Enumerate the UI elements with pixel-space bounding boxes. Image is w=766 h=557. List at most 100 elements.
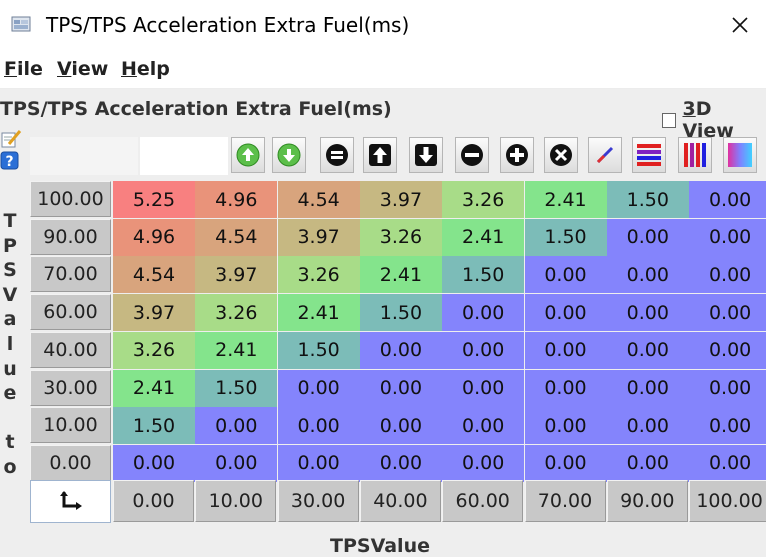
set-equal-button[interactable] bbox=[320, 137, 354, 173]
table-cell[interactable]: 0.00 bbox=[113, 444, 195, 482]
table-cell[interactable]: 1.50 bbox=[359, 294, 442, 332]
table-cell[interactable]: 0.00 bbox=[442, 369, 525, 407]
table-cell[interactable]: 0.00 bbox=[689, 218, 766, 256]
3d-view-checkbox[interactable]: 3D View bbox=[662, 98, 766, 142]
table-cell[interactable]: 0.00 bbox=[606, 256, 689, 294]
add-button[interactable] bbox=[500, 137, 534, 173]
table-cell[interactable]: 3.97 bbox=[277, 218, 360, 256]
table-cell[interactable]: 4.54 bbox=[195, 218, 278, 256]
table-cell[interactable]: 0.00 bbox=[606, 331, 689, 369]
table-cell[interactable]: 0.00 bbox=[442, 444, 525, 482]
minus-icon bbox=[461, 144, 483, 166]
column-header: 0.00 bbox=[113, 480, 194, 522]
table-cell[interactable]: 0.00 bbox=[442, 407, 525, 445]
table-cell[interactable]: 0.00 bbox=[195, 407, 278, 445]
close-icon bbox=[732, 17, 748, 33]
table-cell[interactable]: 0.00 bbox=[606, 218, 689, 256]
help-icon[interactable]: ? bbox=[0, 151, 20, 171]
row-header: 40.00 bbox=[30, 331, 111, 368]
table-cell[interactable]: 3.26 bbox=[277, 256, 360, 294]
table-cell[interactable]: 0.00 bbox=[524, 331, 607, 369]
table-cell[interactable]: 0.00 bbox=[277, 407, 360, 445]
decrease-button[interactable] bbox=[272, 137, 306, 173]
table-cell[interactable]: 0.00 bbox=[359, 407, 442, 445]
swap-axes-button[interactable] bbox=[30, 480, 111, 523]
table-cell[interactable]: 0.00 bbox=[359, 369, 442, 407]
table-cell[interactable]: 3.97 bbox=[195, 256, 278, 294]
table-cell[interactable]: 3.26 bbox=[195, 294, 278, 332]
table-cell[interactable]: 3.26 bbox=[442, 181, 525, 218]
table-cell[interactable]: 0.00 bbox=[524, 256, 607, 294]
gradient-button[interactable] bbox=[723, 137, 757, 173]
table-cell[interactable]: 0.00 bbox=[606, 444, 689, 482]
equals-icon bbox=[326, 144, 348, 166]
row-color-button[interactable] bbox=[632, 137, 666, 173]
svg-text:?: ? bbox=[5, 154, 13, 170]
subtract-button[interactable] bbox=[455, 137, 489, 173]
table-cell[interactable]: 0.00 bbox=[524, 294, 607, 332]
menu-file[interactable]: File bbox=[4, 58, 43, 80]
table-cell[interactable]: 0.00 bbox=[524, 369, 607, 407]
table-cell[interactable]: 1.50 bbox=[442, 256, 525, 294]
table-cell[interactable]: 0.00 bbox=[689, 444, 766, 482]
table-cell[interactable]: 1.50 bbox=[195, 369, 278, 407]
table-cell[interactable]: 2.41 bbox=[195, 331, 278, 369]
table-cell[interactable]: 2.41 bbox=[442, 218, 525, 256]
table-cell[interactable]: 0.00 bbox=[606, 369, 689, 407]
table-cell[interactable]: 5.25 bbox=[113, 181, 195, 218]
column-color-icon bbox=[684, 143, 706, 167]
table-cell[interactable]: 0.00 bbox=[195, 444, 278, 482]
app-icon bbox=[10, 14, 32, 34]
table-cell[interactable]: 1.50 bbox=[606, 181, 689, 218]
table-cell[interactable]: 0.00 bbox=[277, 369, 360, 407]
table-cell[interactable]: 0.00 bbox=[606, 407, 689, 445]
table-cell[interactable]: 0.00 bbox=[359, 331, 442, 369]
increase-button[interactable] bbox=[231, 137, 265, 173]
edit-notes-icon[interactable] bbox=[0, 129, 22, 149]
table-cell[interactable]: 0.00 bbox=[524, 444, 607, 482]
table-cell[interactable]: 0.00 bbox=[689, 369, 766, 407]
table-cell[interactable]: 0.00 bbox=[524, 407, 607, 445]
table-cell[interactable]: 0.00 bbox=[359, 444, 442, 482]
table-cell[interactable]: 0.00 bbox=[442, 331, 525, 369]
table-cell[interactable]: 0.00 bbox=[606, 294, 689, 332]
table-cell[interactable]: 1.50 bbox=[524, 218, 607, 256]
table-cell[interactable]: 2.41 bbox=[524, 181, 607, 218]
table-cell[interactable]: 4.54 bbox=[277, 181, 360, 218]
clear-button[interactable] bbox=[544, 137, 578, 173]
table-cell[interactable]: 0.00 bbox=[689, 256, 766, 294]
gradient-icon bbox=[728, 143, 752, 167]
shift-down-button[interactable] bbox=[409, 137, 443, 173]
table-cell[interactable]: 3.26 bbox=[113, 331, 195, 369]
table-cell[interactable]: 0.00 bbox=[689, 181, 766, 218]
table-cell[interactable]: 4.96 bbox=[195, 181, 278, 218]
row-color-icon bbox=[637, 144, 661, 166]
table-cell[interactable]: 4.54 bbox=[113, 256, 195, 294]
table-cell[interactable]: 4.96 bbox=[113, 218, 195, 256]
table-cell[interactable]: 2.41 bbox=[359, 256, 442, 294]
close-button[interactable] bbox=[720, 6, 760, 44]
column-header: 30.00 bbox=[277, 480, 359, 522]
column-color-button[interactable] bbox=[678, 137, 712, 173]
row-header: 100.00 bbox=[30, 181, 111, 217]
menu-help[interactable]: Help bbox=[121, 58, 170, 80]
table-cell[interactable]: 0.00 bbox=[689, 331, 766, 369]
table-cell[interactable]: 3.97 bbox=[113, 294, 195, 332]
table-cell[interactable]: 0.00 bbox=[689, 294, 766, 332]
table-cell[interactable]: 0.00 bbox=[277, 444, 360, 482]
checkbox-box[interactable] bbox=[662, 112, 677, 128]
shift-up-button[interactable] bbox=[363, 137, 397, 173]
table-cell[interactable]: 1.50 bbox=[277, 331, 360, 369]
table-cell[interactable]: 0.00 bbox=[442, 294, 525, 332]
table-cell[interactable]: 3.97 bbox=[359, 181, 442, 218]
table-cell[interactable]: 1.50 bbox=[113, 407, 195, 445]
table-cell[interactable]: 3.26 bbox=[359, 218, 442, 256]
interpolate-button[interactable] bbox=[588, 137, 622, 173]
table-cell[interactable]: 0.00 bbox=[689, 407, 766, 445]
row-header: 0.00 bbox=[30, 444, 111, 481]
table-cell[interactable]: 2.41 bbox=[277, 294, 360, 332]
toolbar-spacer bbox=[30, 137, 138, 175]
clear-icon bbox=[550, 144, 572, 166]
table-cell[interactable]: 2.41 bbox=[113, 369, 195, 407]
menu-view[interactable]: View bbox=[57, 58, 109, 80]
